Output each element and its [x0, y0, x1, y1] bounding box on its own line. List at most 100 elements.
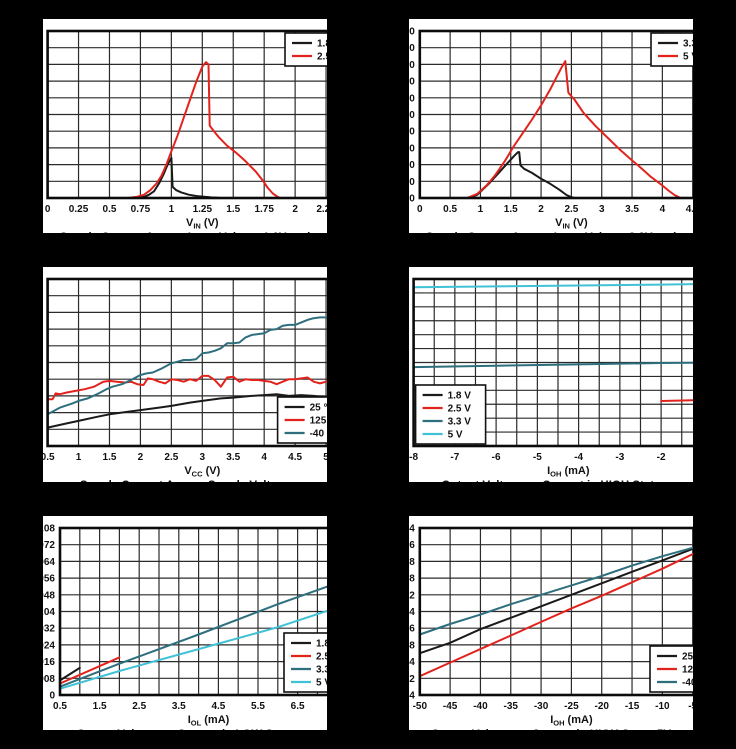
svg-text:2: 2: [292, 204, 298, 215]
svg-text:IOH (mA): IOH (mA): [550, 714, 593, 727]
svg-text:2: 2: [538, 204, 544, 215]
svg-text:5 V: 5 V: [316, 677, 327, 688]
svg-text:5 V: 5 V: [448, 430, 463, 441]
svg-text:3.5: 3.5: [226, 452, 240, 463]
chart-panel-icc-vs-vcc: 0.511.522.533.544.555.501020304050607080…: [43, 267, 327, 482]
svg-text:IOH (mA): IOH (mA): [547, 465, 590, 478]
chart-caption-icc-vs-vcc: Supply Current Across Supply Voltage: [66, 479, 304, 481]
svg-text:1.5: 1.5: [504, 204, 518, 215]
svg-text:200: 200: [409, 160, 415, 171]
svg-text:5.5: 5.5: [251, 701, 265, 712]
chart-vol-vs-iol: 0.51.52.53.54.55.56.57.500.0080.0160.024…: [43, 523, 327, 727]
svg-text:1.5: 1.5: [226, 204, 240, 215]
svg-text:2.5: 2.5: [132, 701, 146, 712]
svg-text:3: 3: [599, 204, 605, 215]
svg-text:2: 2: [138, 452, 144, 463]
svg-text:3.5: 3.5: [625, 204, 639, 215]
svg-text:0.5: 0.5: [103, 204, 117, 215]
svg-text:2.5 V: 2.5 V: [448, 404, 472, 415]
svg-text:-25: -25: [564, 701, 579, 712]
svg-text:3.3 V: 3.3 V: [448, 417, 472, 428]
svg-text:IOL (mA): IOL (mA): [188, 714, 230, 727]
svg-text:VIN (V): VIN (V): [555, 217, 588, 230]
chart-panel-vol-vs-iol: 0.51.52.53.54.55.56.57.500.0080.0160.024…: [43, 515, 327, 730]
svg-text:-40 °C: -40 °C: [310, 429, 327, 440]
svg-text:-40: -40: [473, 701, 488, 712]
svg-text:300: 300: [409, 143, 415, 154]
svg-text:25 °C: 25 °C: [310, 403, 327, 414]
svg-text:0.016: 0.016: [43, 657, 55, 668]
svg-text:4.32: 4.32: [409, 673, 415, 684]
svg-text:400: 400: [409, 127, 415, 138]
svg-text:2.5 V: 2.5 V: [317, 52, 327, 63]
svg-text:-45: -45: [443, 701, 458, 712]
svg-text:0.048: 0.048: [43, 590, 55, 601]
chart-caption-voh-vs-ioh: Output Voltage vs Current in HIGH State: [428, 479, 675, 481]
svg-text:1: 1: [478, 204, 484, 215]
svg-text:0.056: 0.056: [43, 573, 55, 584]
svg-text:4.4: 4.4: [409, 657, 415, 668]
svg-text:1.8 V: 1.8 V: [317, 39, 327, 50]
chart-caption-voh-vs-ioh-5v: Output Voltage vs Current in HIGH State;…: [409, 728, 693, 730]
svg-text:1.8 V: 1.8 V: [316, 638, 327, 649]
svg-text:4.96: 4.96: [409, 540, 415, 551]
svg-text:125 °C: 125 °C: [310, 416, 327, 427]
chart-panel-voh-vs-ioh-5v: -50-45-40-35-30-25-20-15-10-504.244.324.…: [409, 515, 693, 730]
svg-text:0.032: 0.032: [43, 623, 55, 634]
svg-text:-5: -5: [688, 701, 693, 712]
svg-text:VIN (V): VIN (V): [186, 217, 219, 230]
svg-text:-50: -50: [413, 701, 428, 712]
svg-text:2.25: 2.25: [316, 204, 327, 215]
svg-text:3.3 V: 3.3 V: [683, 39, 693, 50]
svg-text:100: 100: [409, 177, 415, 188]
svg-text:0: 0: [45, 204, 51, 215]
chart-voh-vs-ioh-5v: -50-45-40-35-30-25-20-15-10-504.244.324.…: [409, 523, 693, 727]
svg-text:500: 500: [409, 110, 415, 121]
svg-text:4.24: 4.24: [409, 690, 415, 701]
svg-text:0.04: 0.04: [43, 607, 55, 618]
svg-text:0.064: 0.064: [43, 557, 55, 568]
svg-text:0.75: 0.75: [131, 204, 151, 215]
svg-text:1.5: 1.5: [103, 452, 117, 463]
svg-text:0: 0: [49, 690, 55, 701]
chart-icc-vs-vin-1v8-2v5: 00.250.50.7511.251.51.7522.252.501530456…: [43, 27, 327, 230]
svg-text:6.5: 6.5: [291, 701, 305, 712]
svg-text:3.3 V: 3.3 V: [316, 664, 327, 675]
svg-text:4.5: 4.5: [211, 701, 225, 712]
svg-text:1000: 1000: [409, 27, 415, 38]
svg-text:-4: -4: [574, 452, 583, 463]
svg-text:-7: -7: [450, 452, 459, 463]
chart-caption-vol-vs-iol: Output Voltage vs Current in LOW State: [62, 728, 307, 730]
svg-text:-6: -6: [492, 452, 501, 463]
svg-text:0.072: 0.072: [43, 540, 55, 551]
svg-text:2.5 V: 2.5 V: [316, 651, 327, 662]
svg-text:VCC (V): VCC (V): [184, 465, 220, 478]
svg-text:0: 0: [409, 194, 415, 205]
svg-text:-3: -3: [615, 452, 624, 463]
svg-text:5.04: 5.04: [409, 523, 415, 534]
chart-icc-vs-vcc: 0.511.522.533.544.555.501020304050607080…: [43, 275, 327, 478]
svg-text:4: 4: [660, 204, 666, 215]
svg-text:125°C: 125°C: [682, 664, 693, 675]
svg-text:1.5: 1.5: [93, 701, 107, 712]
chart-icc-vs-vin-3v3-5v: 00.511.522.533.544.550100200300400500600…: [409, 27, 693, 230]
svg-text:0.5: 0.5: [43, 452, 55, 463]
svg-text:4.56: 4.56: [409, 623, 415, 634]
svg-text:1: 1: [76, 452, 82, 463]
chart-panel-voh-vs-ioh: -8-7-6-5-4-3-2-11.51.82.12.42.733.33.63.…: [409, 267, 693, 482]
svg-text:2.5: 2.5: [564, 204, 578, 215]
svg-text:4.72: 4.72: [409, 590, 415, 601]
svg-text:0.008: 0.008: [43, 673, 55, 684]
chart-panel-icc-vs-vin-1v8-2v5: 00.250.50.7511.251.51.7522.252.501530456…: [43, 19, 327, 234]
svg-text:800: 800: [409, 60, 415, 71]
svg-text:600: 600: [409, 93, 415, 104]
svg-text:900: 900: [409, 43, 415, 54]
svg-text:4.64: 4.64: [409, 607, 415, 618]
chart-caption-icc-vs-vin-3v3-5v: Supply Current Across Input Voltage 3.3V…: [409, 231, 693, 233]
svg-text:-2: -2: [657, 452, 666, 463]
svg-text:-40°C: -40°C: [682, 677, 693, 688]
svg-text:-8: -8: [409, 452, 418, 463]
svg-text:5: 5: [323, 452, 327, 463]
svg-text:0.5: 0.5: [443, 204, 457, 215]
